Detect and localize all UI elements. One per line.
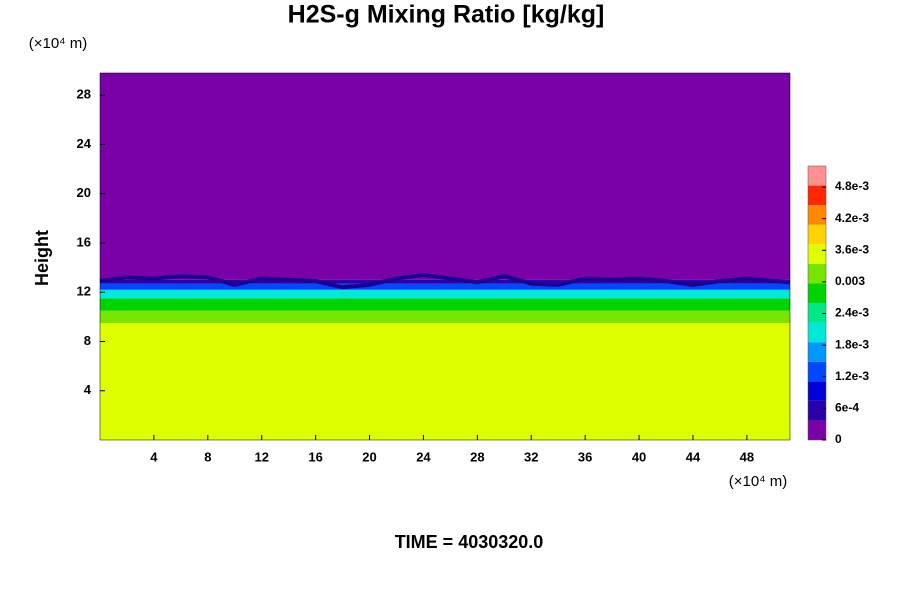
y-tick-label: 16 — [77, 234, 91, 249]
colorbar-swatch — [808, 283, 826, 303]
x-tick-label: 40 — [632, 449, 646, 464]
interface-line — [99, 272, 791, 290]
x-tick-label: 24 — [416, 449, 431, 464]
field-band — [100, 289, 790, 299]
x-tick-label: 12 — [254, 449, 268, 464]
colorbar-tick-label: 1.8e-3 — [835, 337, 869, 351]
colorbar-tick-label: 1.2e-3 — [835, 369, 869, 383]
y-tick-label: 12 — [77, 284, 91, 299]
x-tick-label: 44 — [686, 449, 701, 464]
colorbar-swatch — [808, 263, 826, 284]
colorbar-swatch — [808, 185, 826, 206]
field-band — [100, 73, 790, 280]
colorbar-tick-label: 4.2e-3 — [835, 211, 869, 225]
y-tick-label: 4 — [84, 382, 92, 397]
colorbar-tick-label: 4.8e-3 — [835, 179, 869, 193]
y-tick-label: 8 — [84, 333, 91, 348]
field-band — [100, 310, 790, 324]
field-band — [100, 323, 790, 440]
x-tick-label: 4 — [150, 449, 158, 464]
y-tick-label: 20 — [77, 185, 91, 200]
colorbar-tick-label: 6e-4 — [835, 401, 859, 415]
x-tick-label: 48 — [740, 449, 754, 464]
colorbar-tick-label: 3.6e-3 — [835, 242, 869, 256]
x-tick-label: 16 — [308, 449, 322, 464]
footer: TIME = 4030320.0 — [395, 532, 544, 552]
y-tick-label: 24 — [77, 136, 92, 151]
y-axis-label: Height — [32, 230, 52, 286]
colorbar-swatch — [808, 224, 826, 245]
colorbar-tick-label: 2.4e-3 — [835, 306, 869, 320]
colorbar-swatch — [808, 322, 826, 343]
x-tick-label: 8 — [204, 449, 211, 464]
colorbar-swatch — [808, 244, 826, 264]
colorbar-swatch — [808, 303, 826, 323]
plot-frame — [99, 72, 791, 441]
x-tick-label: 28 — [470, 449, 484, 464]
colorbar-tick-label: 0.003 — [835, 274, 865, 288]
colorbar-swatch — [808, 342, 826, 362]
colorbar-swatch — [808, 361, 826, 382]
colorbar-swatch — [808, 420, 826, 440]
colorbar-swatch — [808, 400, 826, 421]
field-band — [100, 298, 790, 311]
chart-title: H2S-g Mixing Ratio [kg/kg] — [288, 1, 605, 29]
field-band — [100, 283, 790, 290]
x-tick-label: 36 — [578, 449, 592, 464]
colorbar-swatch — [808, 381, 826, 401]
y-unit: (×10⁴ m) — [29, 35, 88, 52]
colorbar-swatch — [808, 166, 826, 186]
x-tick-label: 20 — [362, 449, 376, 464]
colorbar-swatch — [808, 205, 826, 225]
colorbar-tick-label: 0 — [835, 432, 842, 446]
y-tick-label: 28 — [77, 87, 91, 102]
field-band — [100, 279, 790, 284]
x-unit: (×10⁴ m) — [729, 473, 788, 490]
colorbar-frame — [807, 165, 827, 441]
x-tick-label: 32 — [524, 449, 538, 464]
